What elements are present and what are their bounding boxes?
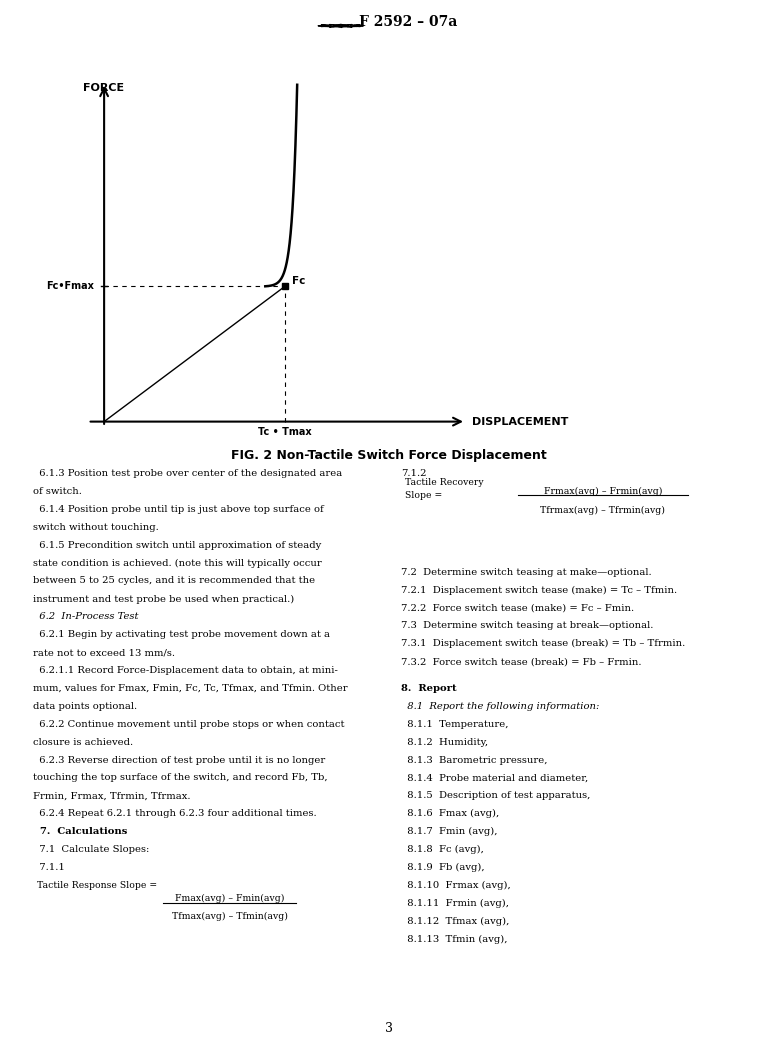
Text: 7.2.2  Force switch tease (make) = Fc – Fmin.: 7.2.2 Force switch tease (make) = Fc – F…: [401, 604, 634, 612]
Text: 6.1.5 Precondition switch until approximation of steady: 6.1.5 Precondition switch until approxim…: [33, 540, 321, 550]
Text: Fc•Fmax: Fc•Fmax: [47, 281, 94, 291]
Text: 8.1.9  Fb (avg),: 8.1.9 Fb (avg),: [401, 863, 484, 872]
Text: 7.3.2  Force switch tease (break) = Fb – Frmin.: 7.3.2 Force switch tease (break) = Fb – …: [401, 657, 641, 666]
Text: FIG. 2 Non-Tactile Switch Force Displacement: FIG. 2 Non-Tactile Switch Force Displace…: [231, 450, 547, 462]
Text: Tactile Recovery: Tactile Recovery: [405, 478, 483, 487]
Text: 7.3.1  Displacement switch tease (break) = Tb – Tfrmin.: 7.3.1 Displacement switch tease (break) …: [401, 639, 685, 649]
Text: instrument and test probe be used when practical.): instrument and test probe be used when p…: [33, 594, 294, 604]
Text: 8.1.2  Humidity,: 8.1.2 Humidity,: [401, 738, 488, 746]
Text: 8.1.7  Fmin (avg),: 8.1.7 Fmin (avg),: [401, 828, 497, 836]
Text: 6.1.4 Position probe until tip is just above top surface of: 6.1.4 Position probe until tip is just a…: [33, 505, 324, 514]
Text: 8.1.5  Description of test apparatus,: 8.1.5 Description of test apparatus,: [401, 791, 590, 801]
Text: rate not to exceed 13 mm/s.: rate not to exceed 13 mm/s.: [33, 649, 175, 657]
Text: 6.1.3 Position test probe over center of the designated area: 6.1.3 Position test probe over center of…: [33, 469, 342, 478]
Text: 8.1  Report the following information:: 8.1 Report the following information:: [401, 702, 599, 711]
Text: F 2592 – 07a: F 2592 – 07a: [359, 16, 457, 29]
Text: 8.1.4  Probe material and diameter,: 8.1.4 Probe material and diameter,: [401, 773, 588, 783]
Text: 6.2.2 Continue movement until probe stops or when contact: 6.2.2 Continue movement until probe stop…: [33, 719, 344, 729]
Text: Tactile Response Slope =: Tactile Response Slope =: [37, 881, 156, 890]
Text: 8.1.1  Temperature,: 8.1.1 Temperature,: [401, 719, 508, 729]
Text: closure is achieved.: closure is achieved.: [33, 738, 133, 746]
Text: 8.1.6  Fmax (avg),: 8.1.6 Fmax (avg),: [401, 809, 499, 818]
Text: Tfmax(avg) – Tfmin(avg): Tfmax(avg) – Tfmin(avg): [171, 912, 288, 921]
Text: 3: 3: [385, 1022, 393, 1035]
Text: 8.  Report: 8. Report: [401, 684, 456, 693]
Text: 7.  Calculations: 7. Calculations: [33, 828, 127, 836]
Text: Frmax(avg) – Frmin(avg): Frmax(avg) – Frmin(avg): [544, 487, 662, 497]
Text: Fc: Fc: [292, 276, 305, 285]
Text: Slope =: Slope =: [405, 490, 442, 500]
Text: 8.1.3  Barometric pressure,: 8.1.3 Barometric pressure,: [401, 756, 547, 764]
Text: state condition is achieved. (note this will typically occur: state condition is achieved. (note this …: [33, 559, 321, 567]
Text: 6.2.1 Begin by activating test probe movement down at a: 6.2.1 Begin by activating test probe mov…: [33, 630, 330, 639]
Text: 7.2.1  Displacement switch tease (make) = Tc – Tfmin.: 7.2.1 Displacement switch tease (make) =…: [401, 585, 677, 594]
Text: DISPLACEMENT: DISPLACEMENT: [472, 416, 569, 427]
Text: 7.1.1: 7.1.1: [33, 863, 65, 872]
Text: 6.2.1.1 Record Force-Displacement data to obtain, at mini-: 6.2.1.1 Record Force-Displacement data t…: [33, 666, 338, 675]
Text: FORCE: FORCE: [82, 83, 124, 94]
Text: 8.1.12  Tfmax (avg),: 8.1.12 Tfmax (avg),: [401, 917, 509, 925]
Text: 6.2  In-Process Test: 6.2 In-Process Test: [33, 612, 138, 621]
Text: of switch.: of switch.: [33, 487, 82, 496]
Text: 8.1.10  Frmax (avg),: 8.1.10 Frmax (avg),: [401, 881, 510, 890]
Text: between 5 to 25 cycles, and it is recommended that the: between 5 to 25 cycles, and it is recomm…: [33, 577, 315, 585]
Text: 7.1.2: 7.1.2: [401, 469, 426, 478]
Text: touching the top surface of the switch, and record Fb, Tb,: touching the top surface of the switch, …: [33, 773, 328, 783]
Text: switch without touching.: switch without touching.: [33, 523, 159, 532]
Text: 6.2.3 Reverse direction of test probe until it is no longer: 6.2.3 Reverse direction of test probe un…: [33, 756, 325, 764]
Text: Tc • Tmax: Tc • Tmax: [258, 427, 312, 437]
Text: 7.1  Calculate Slopes:: 7.1 Calculate Slopes:: [33, 845, 149, 855]
Text: 8.1.13  Tfmin (avg),: 8.1.13 Tfmin (avg),: [401, 935, 507, 944]
Text: 8.1.8  Fc (avg),: 8.1.8 Fc (avg),: [401, 845, 484, 855]
Text: data points optional.: data points optional.: [33, 702, 137, 711]
Text: Tfrmax(avg) – Tfrmin(avg): Tfrmax(avg) – Tfrmin(avg): [541, 506, 665, 515]
Text: Fmax(avg) – Fmin(avg): Fmax(avg) – Fmin(avg): [175, 893, 284, 903]
Text: 7.2  Determine switch teasing at make—optional.: 7.2 Determine switch teasing at make—opt…: [401, 567, 651, 577]
Text: 7.3  Determine switch teasing at break—optional.: 7.3 Determine switch teasing at break—op…: [401, 621, 653, 630]
Text: 6.2.4 Repeat 6.2.1 through 6.2.3 four additional times.: 6.2.4 Repeat 6.2.1 through 6.2.3 four ad…: [33, 809, 317, 818]
Text: 8.1.11  Frmin (avg),: 8.1.11 Frmin (avg),: [401, 898, 509, 908]
Text: Frmin, Frmax, Tfrmin, Tfrmax.: Frmin, Frmax, Tfrmin, Tfrmax.: [33, 791, 190, 801]
Text: mum, values for Fmax, Fmin, Fc, Tc, Tfmax, and Tfmin. Other: mum, values for Fmax, Fmin, Fc, Tc, Tfma…: [33, 684, 347, 693]
